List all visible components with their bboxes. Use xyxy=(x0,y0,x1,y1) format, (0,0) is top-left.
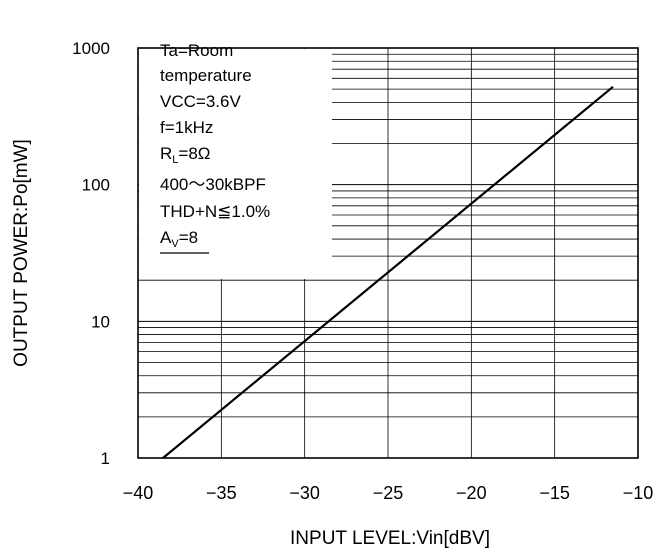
y-axis-label: OUTPUT POWER:Po[mW] xyxy=(11,139,32,367)
annotation-bpf: 400〜30kBPF xyxy=(160,175,266,194)
annotation-rl: RL=8Ω xyxy=(160,144,211,166)
x-tick-label: −20 xyxy=(456,483,487,503)
x-tick-label: −40 xyxy=(123,483,154,503)
annotation-frequency: f=1kHz xyxy=(160,118,213,137)
x-tick-label: −30 xyxy=(289,483,320,503)
annotation-av-sub: V xyxy=(171,238,179,250)
y-tick-label: 1 xyxy=(101,449,110,468)
annotation-av: AV=8 xyxy=(160,228,198,250)
series-layer xyxy=(162,85,614,459)
annotation-av-value: =8 xyxy=(179,228,198,247)
annotation-rl-prefix: R xyxy=(160,144,172,163)
x-tick-label: −15 xyxy=(539,483,570,503)
annotation-rl-value: =8Ω xyxy=(178,144,210,163)
grid xyxy=(138,48,638,458)
condition-annotation: Ta=Room temperature VCC=3.6V f=1kHz RL=8… xyxy=(160,41,270,254)
x-tick-label: −35 xyxy=(206,483,237,503)
annotation-thd: THD+N≦1.0% xyxy=(160,202,270,221)
annotation-av-prefix: A xyxy=(160,228,172,247)
x-tick-label: −10 xyxy=(623,483,654,503)
y-tick-labels: 1 10 100 1000 xyxy=(72,39,110,468)
y-tick-label: 1000 xyxy=(72,39,110,58)
x-tick-label: −25 xyxy=(373,483,404,503)
annotation-rl-sub: L xyxy=(172,154,178,166)
series-line xyxy=(162,85,614,459)
plot-frame xyxy=(137,47,639,459)
x-tick-labels: −40 −35 −30 −25 −20 −15 −10 xyxy=(123,483,654,503)
annotation-ta-cont: temperature xyxy=(160,66,252,85)
annotation-ta: Ta=Room xyxy=(160,41,233,60)
annotation-vcc: VCC=3.6V xyxy=(160,92,241,111)
y-tick-label: 100 xyxy=(82,176,110,195)
y-tick-label: 10 xyxy=(91,312,110,331)
x-axis-label: INPUT LEVEL:Vin[dBV] xyxy=(290,528,490,549)
annotation-box xyxy=(139,49,332,279)
